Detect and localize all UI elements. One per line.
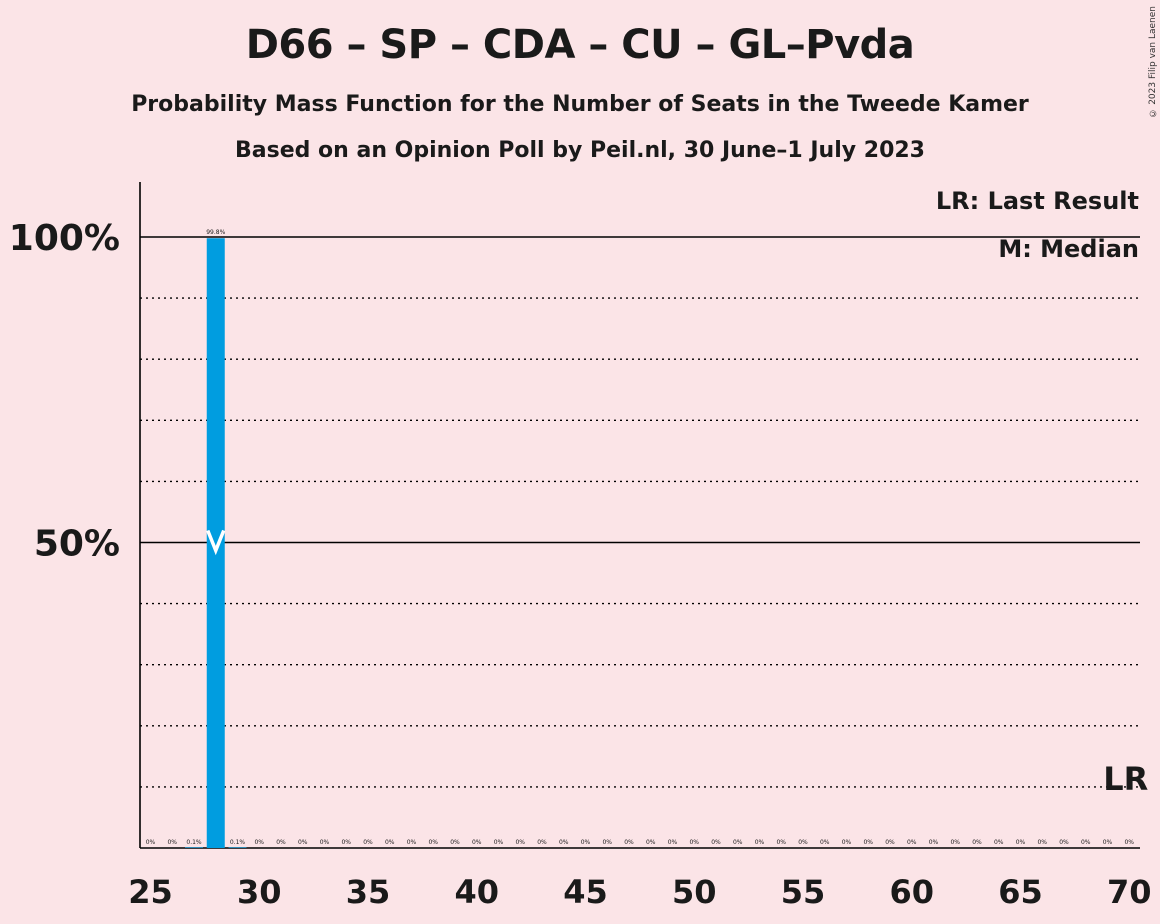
bar-value-label: 0% <box>559 839 569 846</box>
chart-source: Based on an Opinion Poll by Peil.nl, 30 … <box>235 138 925 163</box>
bar-value-label: 0% <box>1016 839 1026 846</box>
bar-value-label: 0% <box>450 839 460 846</box>
bar-value-label: 0% <box>537 839 547 846</box>
bar-value-label: 0% <box>994 839 1004 846</box>
bar-value-label: 0% <box>1037 839 1047 846</box>
bar-value-label: 0% <box>363 839 373 846</box>
bar-value-label: 0% <box>646 839 656 846</box>
bar-value-label: 0% <box>929 839 939 846</box>
bar-value-label: 0% <box>755 839 765 846</box>
x-tick-label: 35 <box>346 873 391 911</box>
bar-value-label: 0% <box>428 839 438 846</box>
bar-value-label: 0% <box>276 839 286 846</box>
bar-value-label: 0% <box>254 839 264 846</box>
median-marker <box>206 529 226 556</box>
bar-value-label: 0% <box>711 839 721 846</box>
bar-value-label: 0% <box>146 839 156 846</box>
bar-value-label: 0% <box>581 839 591 846</box>
bar-value-label: 0% <box>1103 839 1113 846</box>
x-tick-label: 70 <box>1107 873 1152 911</box>
chart-subtitle: Probability Mass Function for the Number… <box>131 92 1029 117</box>
bar-value-label: 0% <box>298 839 308 846</box>
bar-value-label: 0% <box>950 839 960 846</box>
bar-value-label: 99.8% <box>206 229 225 236</box>
bar-value-label: 0% <box>341 839 351 846</box>
bar-value-label: 0% <box>798 839 808 846</box>
bar-value-label: 0% <box>407 839 417 846</box>
bar-value-label: 0% <box>842 839 852 846</box>
x-tick-label: 25 <box>128 873 173 911</box>
bar-value-label: 0% <box>776 839 786 846</box>
bar-value-label: 0% <box>820 839 830 846</box>
bar-value-label: 0% <box>602 839 612 846</box>
x-tick-label: 50 <box>672 873 717 911</box>
chart-title: D66 – SP – CDA – CU – GL–Pvda <box>245 22 915 68</box>
bar-value-label: 0% <box>515 839 525 846</box>
y-tick-label: 50% <box>34 524 120 565</box>
bar-value-label: 0.1% <box>186 839 202 846</box>
bar-value-label: 0.1% <box>230 839 246 846</box>
bar-value-label: 0% <box>668 839 678 846</box>
bar-value-label: 0% <box>885 839 895 846</box>
bar-value-label: 0% <box>689 839 699 846</box>
x-tick-label: 55 <box>781 873 826 911</box>
bar-value-label: 0% <box>167 839 177 846</box>
x-tick-label: 40 <box>454 873 499 911</box>
bar-value-label: 0% <box>972 839 982 846</box>
legend-median: M: Median <box>998 235 1139 263</box>
bar-value-label: 0% <box>733 839 743 846</box>
bar <box>185 847 203 848</box>
x-tick-label: 65 <box>998 873 1043 911</box>
x-tick-label: 30 <box>237 873 282 911</box>
x-tick-label: 45 <box>563 873 608 911</box>
last-result-marker: LR <box>1103 760 1148 798</box>
bar-value-label: 0% <box>1081 839 1091 846</box>
x-tick-label: 60 <box>889 873 934 911</box>
bar-value-label: 0% <box>472 839 482 846</box>
bar-value-label: 0% <box>624 839 634 846</box>
y-tick-label: 100% <box>9 218 120 259</box>
bar-value-label: 0% <box>320 839 330 846</box>
bar-value-label: 0% <box>863 839 873 846</box>
legend-last-result: LR: Last Result <box>936 187 1139 215</box>
bar-value-label: 0% <box>1059 839 1069 846</box>
bar-value-label: 0% <box>385 839 395 846</box>
bar-value-label: 0% <box>494 839 504 846</box>
bar <box>206 238 225 849</box>
bar-value-label: 0% <box>907 839 917 846</box>
bar-value-label: 0% <box>1124 839 1134 846</box>
bar <box>228 847 247 848</box>
